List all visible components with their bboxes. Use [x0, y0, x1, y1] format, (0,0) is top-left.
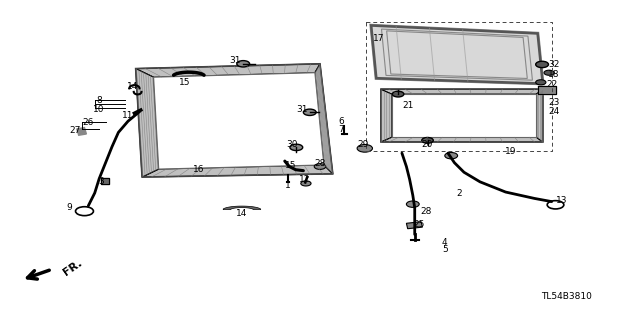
Polygon shape — [142, 165, 333, 177]
Circle shape — [422, 137, 433, 143]
Text: 14: 14 — [127, 82, 139, 91]
Polygon shape — [406, 222, 422, 229]
Text: 2: 2 — [457, 189, 462, 198]
Text: FR.: FR. — [61, 258, 84, 278]
Text: 5: 5 — [442, 245, 447, 254]
Circle shape — [301, 181, 311, 186]
Text: 15: 15 — [179, 78, 190, 87]
Text: 30: 30 — [286, 140, 298, 149]
Polygon shape — [223, 206, 261, 210]
Polygon shape — [101, 178, 109, 184]
Polygon shape — [536, 89, 543, 142]
Circle shape — [536, 61, 548, 68]
Text: 20: 20 — [422, 140, 433, 149]
Circle shape — [445, 152, 458, 159]
Text: 7: 7 — [339, 125, 344, 134]
Text: 15: 15 — [285, 161, 296, 170]
Circle shape — [406, 201, 419, 207]
Text: 26: 26 — [83, 118, 94, 127]
Text: 19: 19 — [505, 147, 516, 156]
Polygon shape — [381, 137, 543, 142]
Polygon shape — [381, 89, 392, 142]
Text: 31: 31 — [296, 105, 308, 114]
Text: 28: 28 — [420, 207, 431, 216]
Text: 8: 8 — [97, 96, 102, 105]
Circle shape — [290, 144, 303, 151]
Polygon shape — [381, 89, 543, 94]
Text: 27: 27 — [70, 126, 81, 135]
Text: 25: 25 — [413, 220, 425, 229]
Text: 1: 1 — [285, 181, 290, 189]
Text: 6: 6 — [339, 117, 344, 126]
Text: 9: 9 — [67, 204, 72, 212]
Polygon shape — [154, 73, 324, 169]
Text: 14: 14 — [236, 209, 248, 218]
Text: 10: 10 — [93, 105, 105, 114]
Text: 32: 32 — [548, 60, 559, 69]
Polygon shape — [392, 94, 536, 137]
Text: 17: 17 — [373, 34, 385, 43]
Text: 24: 24 — [548, 107, 559, 115]
Circle shape — [237, 61, 250, 67]
Circle shape — [544, 70, 554, 75]
Text: 11: 11 — [122, 111, 134, 120]
Text: 22: 22 — [546, 80, 557, 89]
Polygon shape — [136, 64, 320, 77]
Polygon shape — [378, 28, 536, 81]
Polygon shape — [315, 64, 333, 174]
Text: 28: 28 — [314, 159, 326, 168]
Circle shape — [314, 164, 326, 169]
Text: 12: 12 — [299, 175, 310, 184]
Circle shape — [392, 91, 404, 97]
Text: TL54B3810: TL54B3810 — [541, 292, 592, 300]
Text: 13: 13 — [556, 197, 568, 205]
Text: 29: 29 — [357, 140, 369, 149]
Circle shape — [357, 145, 372, 152]
Polygon shape — [538, 86, 556, 94]
Circle shape — [303, 109, 316, 115]
Text: 21: 21 — [403, 101, 414, 110]
Polygon shape — [136, 69, 159, 177]
Polygon shape — [371, 26, 543, 84]
Text: 18: 18 — [548, 70, 559, 78]
Text: 3: 3 — [99, 177, 104, 186]
Text: 16: 16 — [193, 165, 204, 174]
Circle shape — [76, 207, 93, 216]
Text: 23: 23 — [548, 98, 559, 107]
Circle shape — [547, 201, 564, 209]
Circle shape — [536, 80, 546, 85]
Text: 4: 4 — [442, 238, 447, 247]
Polygon shape — [77, 128, 86, 135]
Text: 31: 31 — [229, 56, 241, 65]
